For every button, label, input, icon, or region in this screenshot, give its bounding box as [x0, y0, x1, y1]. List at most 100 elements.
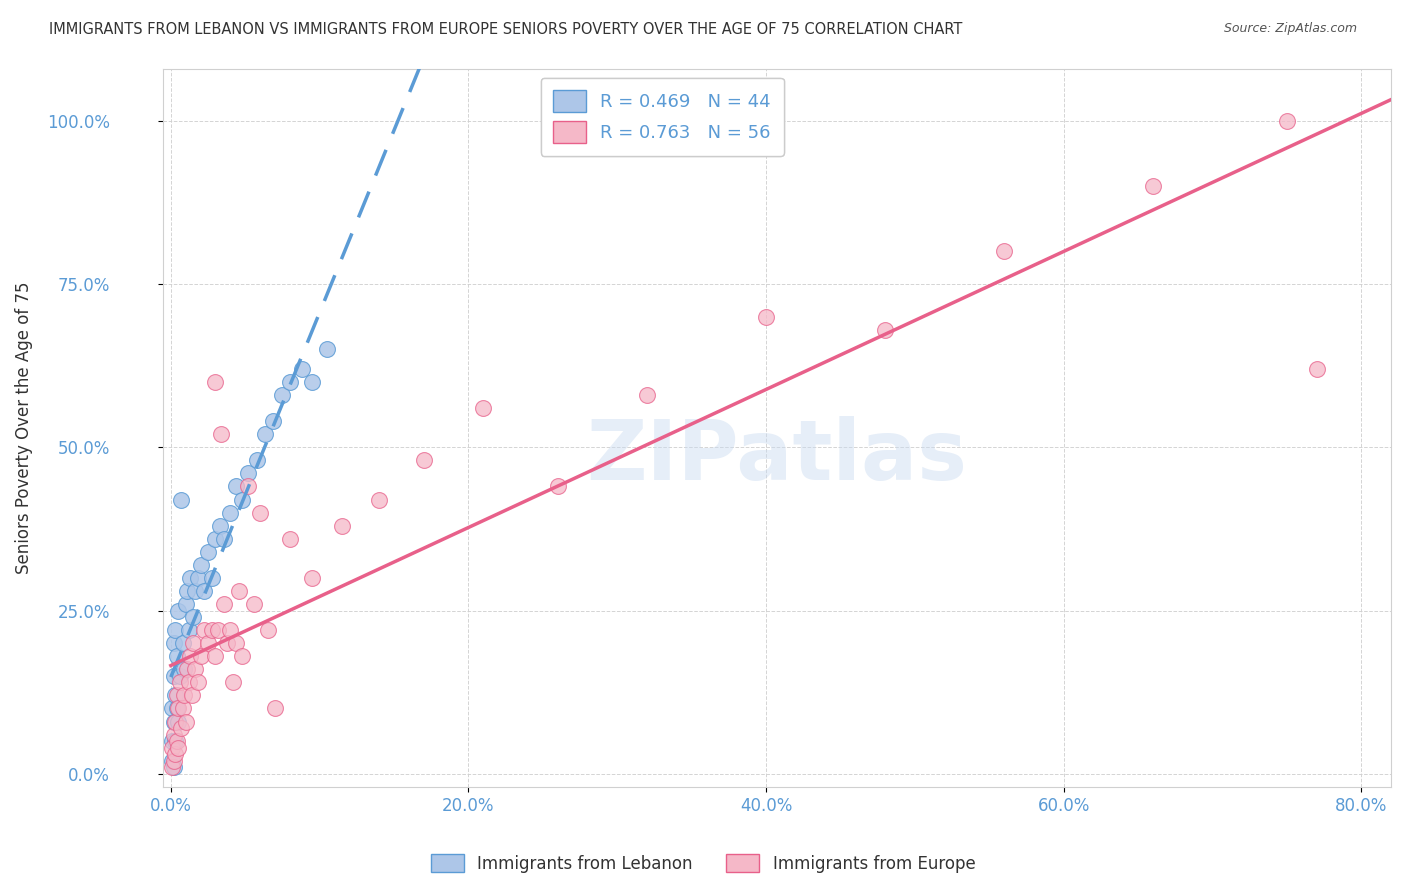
Point	[214, 597, 236, 611]
Point	[301, 375, 323, 389]
Point	[193, 623, 215, 637]
Point	[225, 636, 247, 650]
Point	[197, 545, 219, 559]
Point	[209, 427, 232, 442]
Point	[167, 603, 190, 617]
Point	[174, 597, 197, 611]
Point	[166, 701, 188, 715]
Point	[163, 669, 186, 683]
Point	[219, 506, 242, 520]
Point	[190, 649, 212, 664]
Point	[225, 479, 247, 493]
Point	[249, 506, 271, 520]
Point	[173, 662, 195, 676]
Point	[163, 728, 186, 742]
Point	[163, 636, 186, 650]
Point	[1305, 362, 1327, 376]
Point	[256, 623, 278, 637]
Point	[173, 689, 195, 703]
Point	[207, 623, 229, 637]
Point	[179, 571, 201, 585]
Point	[253, 427, 276, 442]
Point	[162, 734, 184, 748]
Point	[180, 689, 202, 703]
Point	[177, 675, 200, 690]
Text: Source: ZipAtlas.com: Source: ZipAtlas.com	[1223, 22, 1357, 36]
Point	[170, 721, 193, 735]
Point	[1275, 113, 1298, 128]
Point	[162, 760, 184, 774]
Point	[219, 623, 242, 637]
Point	[231, 649, 253, 664]
Point	[197, 636, 219, 650]
Point	[204, 532, 226, 546]
Point	[291, 362, 314, 376]
Point	[228, 583, 250, 598]
Point	[636, 388, 658, 402]
Point	[162, 701, 184, 715]
Point	[873, 323, 896, 337]
Point	[163, 760, 186, 774]
Point	[301, 571, 323, 585]
Point	[208, 518, 231, 533]
Point	[193, 583, 215, 598]
Point	[176, 583, 198, 598]
Point	[264, 701, 287, 715]
Point	[204, 375, 226, 389]
Point	[201, 571, 224, 585]
Point	[190, 558, 212, 572]
Point	[187, 675, 209, 690]
Point	[170, 492, 193, 507]
Point	[163, 754, 186, 768]
Legend: R = 0.469   N = 44, R = 0.763   N = 56: R = 0.469 N = 44, R = 0.763 N = 56	[541, 78, 783, 156]
Point	[165, 714, 187, 729]
Point	[176, 662, 198, 676]
Point	[172, 701, 194, 715]
Point	[174, 714, 197, 729]
Point	[330, 518, 353, 533]
Point	[755, 310, 778, 324]
Point	[368, 492, 391, 507]
Point	[472, 401, 495, 415]
Point	[165, 623, 187, 637]
Point	[1142, 179, 1164, 194]
Point	[263, 414, 285, 428]
Point	[167, 701, 190, 715]
Point	[547, 479, 569, 493]
Point	[179, 649, 201, 664]
Point	[172, 636, 194, 650]
Point	[316, 343, 339, 357]
Point	[271, 388, 294, 402]
Point	[166, 649, 188, 664]
Point	[167, 740, 190, 755]
Point	[166, 689, 188, 703]
Point	[214, 532, 236, 546]
Point	[412, 453, 434, 467]
Point	[238, 467, 260, 481]
Point	[181, 636, 204, 650]
Point	[169, 669, 191, 683]
Point	[169, 675, 191, 690]
Legend: Immigrants from Lebanon, Immigrants from Europe: Immigrants from Lebanon, Immigrants from…	[423, 847, 983, 880]
Point	[278, 375, 301, 389]
Point	[165, 747, 187, 762]
Text: ZIPatlas: ZIPatlas	[586, 416, 967, 497]
Point	[243, 597, 266, 611]
Point	[162, 754, 184, 768]
Point	[204, 649, 226, 664]
Point	[201, 623, 224, 637]
Point	[166, 734, 188, 748]
Point	[246, 453, 269, 467]
Point	[165, 734, 187, 748]
Point	[162, 740, 184, 755]
Point	[181, 610, 204, 624]
Point	[238, 479, 260, 493]
Point	[165, 689, 187, 703]
Text: IMMIGRANTS FROM LEBANON VS IMMIGRANTS FROM EUROPE SENIORS POVERTY OVER THE AGE O: IMMIGRANTS FROM LEBANON VS IMMIGRANTS FR…	[49, 22, 963, 37]
Point	[177, 623, 200, 637]
Point	[231, 492, 253, 507]
Point	[993, 244, 1015, 259]
Point	[187, 571, 209, 585]
Point	[163, 714, 186, 729]
Point	[222, 675, 245, 690]
